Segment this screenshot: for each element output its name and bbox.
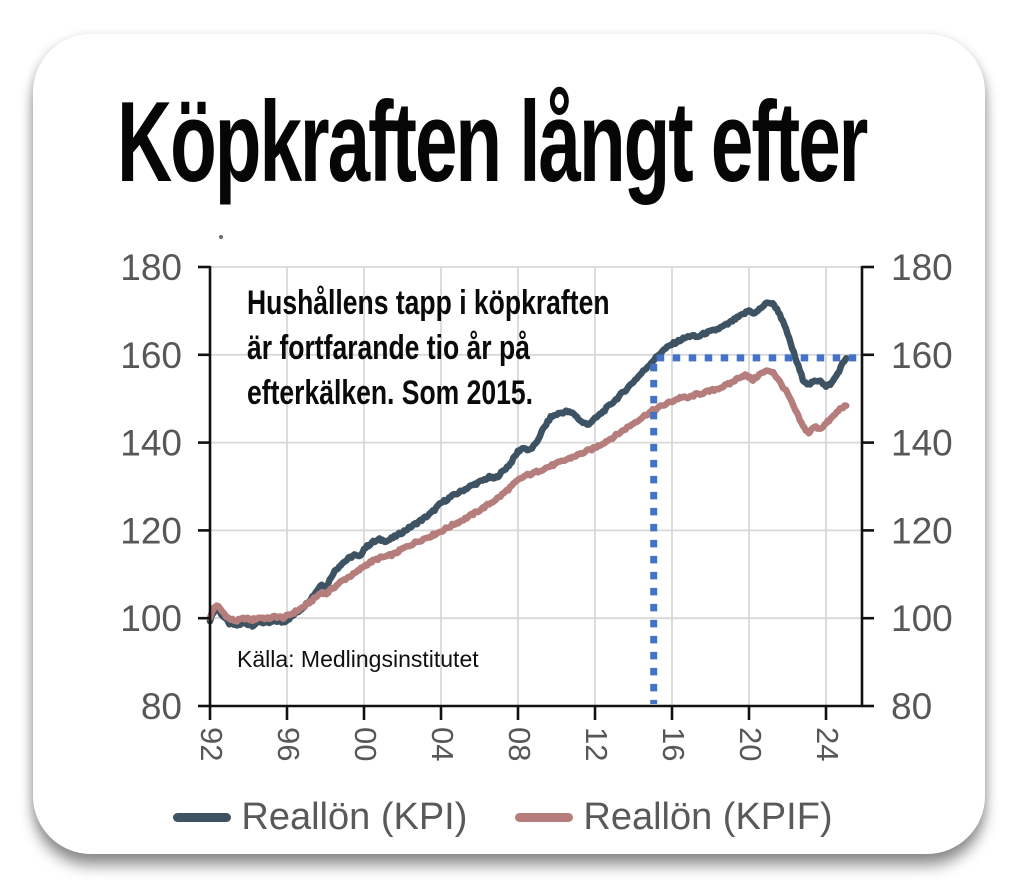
kpi-legend-label: Reallön (KPI) [241, 795, 468, 838]
x-axis-label: 08 [502, 727, 537, 761]
y-axis-label-right: 120 [891, 510, 953, 551]
y-axis-label-left: 160 [120, 335, 182, 376]
chart-title: Köpkraften långt efter [117, 79, 868, 206]
reference-dashed-lines [650, 354, 862, 704]
x-axis-label: 00 [348, 727, 383, 761]
kpif-line-swatch [515, 812, 574, 822]
kpif-series-line [206, 367, 850, 625]
y-axis-label-left: 80 [141, 686, 182, 727]
chart-annotation: Hushållens tapp i köpkraften är fortfara… [247, 284, 610, 412]
x-axis-label: 04 [425, 727, 460, 761]
chart-card: Köpkraften långt efter 80 80 100 100 120 120 1… [33, 34, 985, 854]
y-axis-label-right: 140 [891, 423, 953, 464]
x-axis-label: 96 [271, 727, 306, 761]
y-axis-label-left: 100 [120, 598, 182, 639]
source-note: Källa: Medlingsinstitutet [237, 646, 479, 672]
kpi-series-line [206, 299, 850, 630]
axes [198, 265, 874, 720]
kpif-legend-label: Reallön (KPIF) [583, 795, 833, 838]
stray-dot [219, 235, 223, 239]
x-axis-label: 12 [579, 727, 614, 761]
y-axis-labels: 80 80 100 100 120 120 140 140 160 160 180 180 [120, 247, 952, 727]
x-axis-labels: 92 96 00 04 08 12 16 20 24 [194, 727, 845, 761]
y-axis-label-right: 160 [891, 335, 953, 376]
kpi-line-swatch [173, 812, 232, 822]
y-axis-label-left: 180 [120, 247, 182, 288]
legend-item-kpi: Reallön (KPI) [173, 796, 467, 839]
x-axis-label: 16 [656, 727, 691, 761]
legend-item-kpif: Reallön (KPIF) [515, 795, 833, 839]
x-axis-label: 24 [810, 727, 845, 761]
y-axis-label-left: 120 [120, 510, 182, 551]
y-axis-label-right: 180 [891, 247, 953, 288]
x-axis-label: 92 [194, 727, 229, 761]
y-axis-label-left: 140 [120, 423, 182, 464]
y-axis-label-right: 100 [891, 598, 953, 639]
y-axis-label-right: 80 [891, 686, 932, 727]
chart-legend: Reallön (KPI) Reallön (KPIF) [133, 786, 873, 848]
chart-canvas: 80 80 100 100 120 120 140 140 160 160 180 180 92 96 00… [120, 247, 952, 761]
x-axis-label: 20 [733, 727, 768, 761]
